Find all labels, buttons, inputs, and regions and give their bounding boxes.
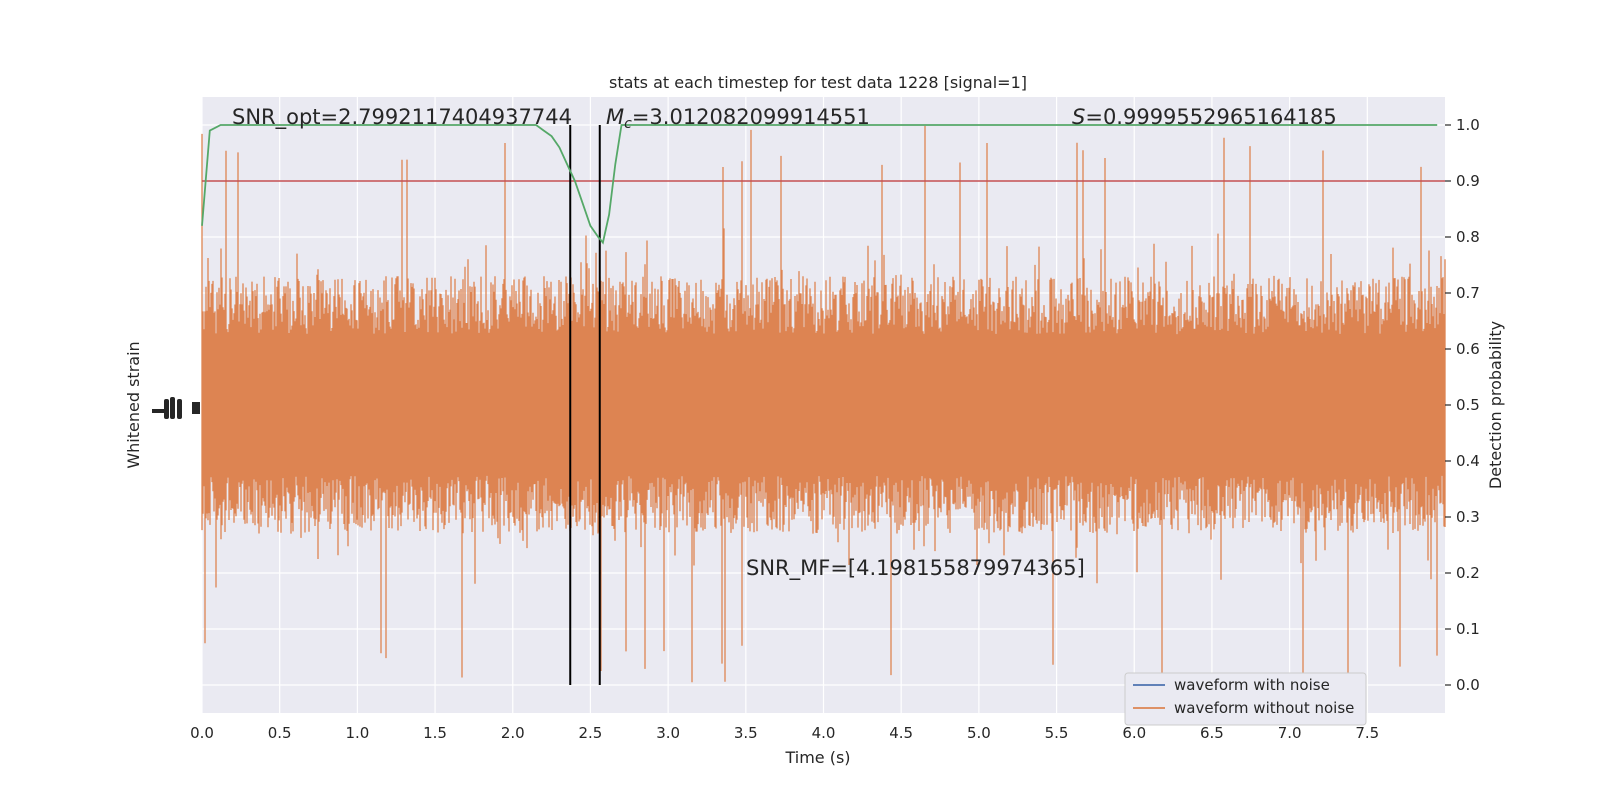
x-tick-label: 0.0 xyxy=(190,724,214,742)
s-symbol: S xyxy=(1072,105,1085,129)
snr-mf-annotation: SNR_MF=[4.198155879974365] xyxy=(746,556,1085,581)
legend-label-with-noise: waveform with noise xyxy=(1174,676,1330,694)
detection-probability-line xyxy=(201,124,1438,245)
mc-subscript: c xyxy=(624,116,632,132)
y-axis-ticks-right: 0.0 0.1 0.2 0.3 0.4 0.5 0.6 0.7 0.8 0.9 1.0 xyxy=(1445,116,1480,694)
y-tick-label: 0.0 xyxy=(1456,676,1480,694)
y-tick-label: 0.4 xyxy=(1456,452,1480,470)
x-tick-label: 5.5 xyxy=(1045,724,1069,742)
legend-label-without-noise: waveform without noise xyxy=(1174,699,1354,717)
s-annotation: S=0.9999552965164185 xyxy=(1072,105,1337,129)
x-tick-label: 7.5 xyxy=(1355,724,1379,742)
legend: waveform with noise waveform without noi… xyxy=(1124,672,1367,726)
mc-symbol: M xyxy=(606,105,624,129)
y-axis-label-right: Detection probability xyxy=(1486,321,1505,489)
y-tick-label: 1.0 xyxy=(1456,116,1480,134)
legend-box xyxy=(1124,672,1367,726)
x-tick-label: 4.0 xyxy=(812,724,836,742)
mc-value: =3.012082099914551 xyxy=(632,105,870,129)
y-tick-label: 0.3 xyxy=(1456,508,1480,526)
y-tick-label: 0.2 xyxy=(1456,564,1480,582)
y-tick-label: 0.9 xyxy=(1456,172,1480,190)
strain-trace-without-noise xyxy=(201,125,1446,685)
x-axis-label: Time (s) xyxy=(784,748,850,767)
x-tick-label: 4.5 xyxy=(889,724,913,742)
x-tick-label: 6.5 xyxy=(1200,724,1224,742)
y-tick-label: 0.7 xyxy=(1456,284,1480,302)
x-tick-label: 0.5 xyxy=(268,724,292,742)
y-axis-label-left: Whitened strain xyxy=(124,341,143,468)
x-tick-label: 1.5 xyxy=(423,724,447,742)
x-tick-label: 7.0 xyxy=(1278,724,1302,742)
s-value: =0.9999552965164185 xyxy=(1085,105,1336,129)
x-tick-label: 2.0 xyxy=(501,724,525,742)
x-tick-label: 6.0 xyxy=(1122,724,1146,742)
x-tick-label: 3.5 xyxy=(734,724,758,742)
x-axis-ticks: 0.0 0.5 1.0 1.5 2.0 2.5 3.0 3.5 4.0 4.5 5.0 5.5 6.0 6… xyxy=(190,724,1379,742)
x-tick-label: 5.0 xyxy=(967,724,991,742)
left-tick-artifact xyxy=(152,397,200,419)
y-tick-label: 0.6 xyxy=(1456,340,1480,358)
x-tick-label: 1.0 xyxy=(345,724,369,742)
event-lines xyxy=(569,125,601,685)
y-tick-label: 0.1 xyxy=(1456,620,1480,638)
y-tick-label: 0.8 xyxy=(1456,228,1480,246)
x-tick-label: 2.5 xyxy=(579,724,603,742)
mc-annotation: Mc=3.012082099914551 xyxy=(606,105,870,132)
x-tick-label: 3.0 xyxy=(656,724,680,742)
chart-title: stats at each timestep for test data 122… xyxy=(609,73,1027,92)
strain-series xyxy=(201,125,1446,685)
snr-opt-annotation: SNR_opt=2.7992117404937744 xyxy=(232,105,572,130)
y-tick-label: 0.5 xyxy=(1456,396,1480,414)
